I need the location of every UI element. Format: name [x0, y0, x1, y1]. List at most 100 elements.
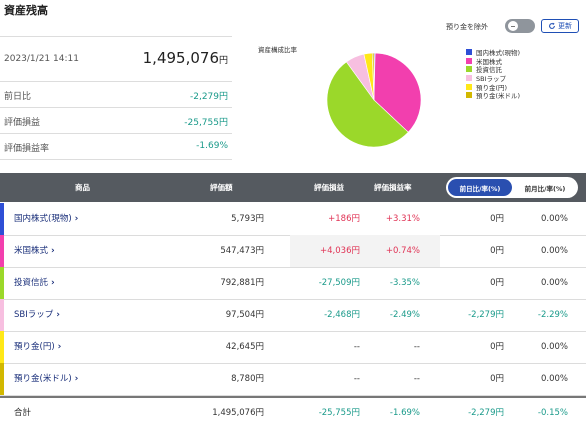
summary-label: 前日比 [4, 92, 32, 102]
col-header-product: 商品 [75, 183, 90, 192]
legend-label: 国内株式(現物) [476, 49, 521, 58]
legend-swatch [466, 49, 472, 56]
legend-label: SBIラップ [476, 75, 507, 84]
row-day-rate: -2.29% [537, 310, 568, 320]
row-value: 5,793円 [231, 214, 264, 224]
legend-label: 預り金(円) [476, 83, 508, 92]
category-color-bar [0, 331, 4, 363]
category-color-bar [0, 235, 4, 267]
row-product-link[interactable]: 国内株式(現物) › [14, 203, 78, 235]
category-color-bar [0, 363, 4, 395]
tab-day-change[interactable]: 前日比/率(%) [448, 179, 512, 196]
row-product-link[interactable]: 預り金(米ドル) › [14, 363, 78, 395]
table-total-row: 合計 1,495,076円 -25,755円 -1.69% -2,279円 -0… [0, 396, 586, 428]
asset-pie-chart [326, 52, 422, 148]
row-product-link[interactable]: 米国株式 › [14, 235, 55, 267]
legend-item: 米国株式 [466, 57, 520, 66]
row-product-name: 投資信託 [14, 278, 49, 288]
row-gain: +4,036円 [320, 246, 360, 256]
row-product-name: 預り金(米ドル) [14, 374, 72, 384]
category-color-bar [0, 299, 4, 331]
table-row: 米国株式 › 547,473円 +4,036円 +0.74% 0円 0.00% [0, 235, 586, 268]
chart-title: 資産構成比率 [258, 46, 297, 54]
refresh-icon [549, 22, 555, 29]
row-product-name: 米国株式 [14, 246, 49, 256]
legend-swatch [466, 66, 472, 73]
summary-value: -25,755円 [184, 118, 228, 128]
legend-label: 米国株式 [476, 57, 502, 66]
legend-swatch [466, 92, 472, 99]
category-color-bar [0, 267, 4, 299]
summary-row-gain-rate: 評価損益率 -1.69% [0, 133, 232, 160]
legend-item: 預り金(円) [466, 82, 520, 92]
table-row: 国内株式(現物) › 5,793円 +186円 +3.31% 0円 0.00% [0, 203, 586, 236]
legend-item: 預り金(米ドル) [466, 91, 520, 100]
pie-slice [371, 52, 375, 101]
row-gain-rate: -- [413, 374, 420, 384]
legend-label: 投資信託 [476, 66, 502, 75]
row-product-link[interactable]: 投資信託 › [14, 267, 55, 299]
chart-legend: 国内株式(現物) 米国株式 投資信託 SBIラップ 預り金(円) 預り金(米ドル) [466, 48, 520, 100]
total-gain-rate: -1.69% [389, 408, 420, 418]
row-gain-rate: -- [413, 342, 420, 352]
row-day-change: 0円 [490, 374, 504, 384]
exclude-deposits-label: 預り金を除外 [446, 23, 488, 31]
row-product-name: 国内株式(現物) [14, 214, 72, 224]
total-label: 合計 [14, 408, 32, 418]
col-header-gain: 評価損益 [314, 183, 344, 192]
summary-total-row: 2023/1/21 14:11 1,495,076円 [0, 37, 232, 82]
row-day-rate: 0.00% [540, 246, 568, 256]
total-unit: 円 [218, 56, 228, 66]
total-gain: -25,755円 [318, 408, 360, 418]
page-title: 資産残高 [4, 4, 48, 17]
table-row: 投資信託 › 792,881円 -27,509円 -3.35% 0円 0.00% [0, 267, 586, 300]
legend-item: 投資信託 [466, 65, 520, 74]
total-day-rate: -0.15% [537, 408, 568, 418]
row-gain: -- [353, 342, 360, 352]
row-product-name: SBIラップ [14, 310, 54, 320]
col-header-value: 評価額 [210, 183, 233, 192]
row-day-change: 0円 [490, 246, 504, 256]
summary-row-day-change: 前日比 -2,279円 [0, 81, 232, 108]
legend-swatch [466, 75, 472, 82]
row-gain: -27,509円 [318, 278, 360, 288]
row-gain: -2,468円 [324, 310, 360, 320]
row-product-link[interactable]: SBIラップ › [14, 299, 60, 331]
refresh-label: 更新 [558, 22, 572, 30]
toggle-knob [508, 21, 518, 31]
refresh-button[interactable]: 更新 [541, 19, 579, 33]
row-day-rate: 0.00% [540, 342, 568, 352]
col-header-gain-rate: 評価損益率 [374, 183, 412, 192]
row-day-change: 0円 [490, 278, 504, 288]
row-value: 8,780円 [231, 374, 264, 384]
legend-swatch [466, 83, 472, 90]
chevron-right-icon: › [51, 278, 55, 288]
summary-panel: 2023/1/21 14:11 1,495,076円 前日比 -2,279円 評… [0, 36, 232, 161]
row-day-change: -2,279円 [468, 310, 504, 320]
legend-swatch [466, 57, 472, 64]
total-day-change: -2,279円 [468, 408, 504, 418]
legend-item: SBIラップ [466, 74, 520, 83]
row-day-change: 0円 [490, 214, 504, 224]
chevron-right-icon: › [74, 214, 79, 224]
row-day-rate: 0.00% [540, 278, 568, 288]
total-amount: 1,495,076 [142, 49, 219, 67]
category-color-bar [0, 203, 4, 235]
tab-month-change[interactable]: 前月比/率(%) [524, 184, 566, 193]
row-day-rate: 0.00% [540, 374, 568, 384]
row-gain: +186円 [328, 214, 360, 224]
row-product-link[interactable]: 預り金(円) › [14, 331, 61, 363]
summary-row-gain: 評価損益 -25,755円 [0, 107, 232, 134]
summary-total-value: 1,495,076円 [143, 49, 228, 67]
table-row: SBIラップ › 97,504円 -2,468円 -2.49% -2,279円 -2.29% [0, 299, 586, 332]
total-value: 1,495,076円 [212, 408, 264, 418]
summary-datetime: 2023/1/21 14:11 [4, 54, 79, 64]
row-gain: -- [353, 374, 360, 384]
pie-slice [373, 52, 422, 133]
row-day-change: 0円 [490, 342, 504, 352]
row-product-name: 預り金(円) [14, 342, 55, 352]
row-value: 97,504円 [225, 310, 264, 320]
table-row: 預り金(米ドル) › 8,780円 -- -- 0円 0.00% [0, 363, 586, 396]
summary-value: -1.69% [196, 141, 228, 151]
chevron-right-icon: › [56, 310, 60, 320]
